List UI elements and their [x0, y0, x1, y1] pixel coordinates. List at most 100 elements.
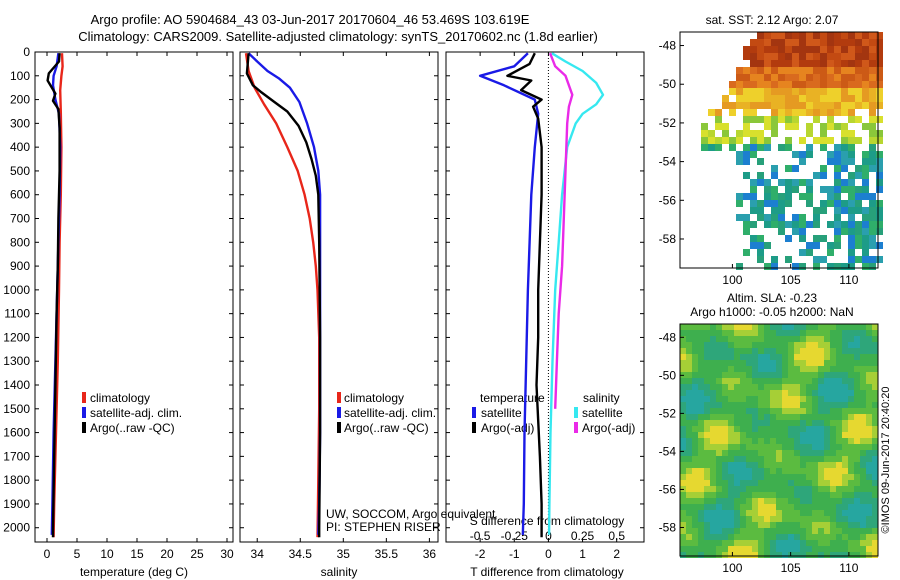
sst-cell: [855, 81, 862, 88]
sla-cell: [800, 396, 806, 402]
sst-cell: [757, 46, 764, 53]
sla-cell: [854, 384, 860, 390]
sst-cell: [806, 130, 813, 137]
map-y-tick-label: -54: [659, 444, 677, 458]
sla-cell: [836, 444, 842, 450]
sla-cell: [716, 342, 722, 348]
sla-cell: [812, 516, 818, 522]
y-tick-label: 400: [10, 140, 30, 154]
sst-cell: [799, 46, 806, 53]
sla-cell: [758, 396, 764, 402]
sla-cell: [842, 534, 848, 540]
sst-cell: [785, 102, 792, 109]
sla-cell: [686, 336, 692, 342]
sst-cell: [785, 88, 792, 95]
sla-cell: [686, 474, 692, 480]
sla-cell: [776, 540, 782, 546]
sla-cell: [872, 348, 878, 354]
sst-cell: [848, 235, 855, 242]
sla-cell: [872, 468, 878, 474]
sla-cell: [794, 372, 800, 378]
sst-cell: [757, 95, 764, 102]
sla-cell: [860, 450, 866, 456]
sla-cell: [872, 390, 878, 396]
sla-cell: [752, 480, 758, 486]
sst-cell: [841, 144, 848, 151]
sst-cell: [855, 242, 862, 249]
sla-cell: [680, 366, 686, 372]
sla-cell: [836, 552, 842, 558]
sla-cell: [728, 546, 734, 552]
sla-cell: [704, 390, 710, 396]
sla-cell: [818, 384, 824, 390]
sla-cell: [764, 384, 770, 390]
sla-cell: [806, 420, 812, 426]
sst-cell: [876, 60, 883, 67]
sla-cell: [770, 540, 776, 546]
sla-cell: [800, 402, 806, 408]
sst-cell: [834, 88, 841, 95]
sla-cell: [806, 552, 812, 558]
sst-cell: [771, 102, 778, 109]
sla-cell: [794, 396, 800, 402]
sla-cell: [860, 372, 866, 378]
sla-cell: [728, 468, 734, 474]
map-x-tick-label: 110: [839, 273, 858, 287]
sla-cell: [746, 528, 752, 534]
sla-cell: [800, 540, 806, 546]
sla-cell: [860, 510, 866, 516]
sla-cell: [740, 450, 746, 456]
sla-cell: [746, 324, 752, 330]
sla-cell: [716, 438, 722, 444]
sla-cell: [770, 426, 776, 432]
sst-cell: [855, 221, 862, 228]
sla-cell: [842, 342, 848, 348]
sst-cell: [792, 32, 799, 39]
sla-cell: [776, 528, 782, 534]
sla-cell: [800, 426, 806, 432]
sla-cell: [794, 342, 800, 348]
sla-cell: [716, 420, 722, 426]
sst-cell: [862, 102, 869, 109]
sst-cell: [757, 67, 764, 74]
sst-cell: [813, 137, 820, 144]
sla-cell: [806, 402, 812, 408]
sla-cell: [818, 348, 824, 354]
sla-cell: [734, 420, 740, 426]
y-tick-label: 1800: [3, 473, 30, 487]
sst-cell: [778, 116, 785, 123]
sla-cell: [770, 522, 776, 528]
sst-cell: [876, 186, 883, 193]
sst-cell: [771, 116, 778, 123]
sla-cell: [794, 390, 800, 396]
sst-cell: [834, 46, 841, 53]
sla-cell: [842, 528, 848, 534]
sla-cell: [758, 474, 764, 480]
sst-cell: [820, 256, 827, 263]
sst-cell: [757, 172, 764, 179]
sst-cell: [764, 88, 771, 95]
sst-cell: [855, 200, 862, 207]
sst-cell: [785, 39, 792, 46]
sst-cell: [743, 74, 750, 81]
sla-cell: [782, 390, 788, 396]
sla-cell: [734, 486, 740, 492]
sla-cell: [710, 552, 716, 558]
sla-cell: [854, 414, 860, 420]
sla-cell: [860, 366, 866, 372]
sla-cell: [794, 468, 800, 474]
sst-cell: [799, 32, 806, 39]
sla-cell: [764, 426, 770, 432]
sst-cell: [862, 193, 869, 200]
sla-cell: [704, 534, 710, 540]
sla-cell: [746, 354, 752, 360]
sla-cell: [800, 432, 806, 438]
sst-cell: [855, 165, 862, 172]
sst-cell: [750, 67, 757, 74]
sla-cell: [866, 480, 872, 486]
sst-cell: [799, 67, 806, 74]
sla-cell: [824, 534, 830, 540]
sla-cell: [740, 384, 746, 390]
sla-cell: [776, 408, 782, 414]
sst-cell: [750, 179, 757, 186]
